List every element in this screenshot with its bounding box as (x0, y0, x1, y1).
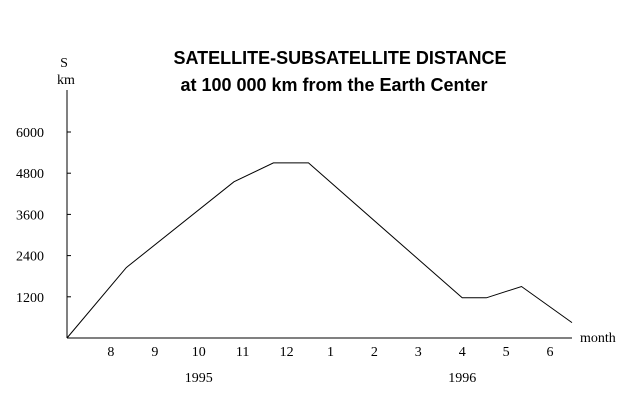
x-tick-label: 8 (107, 345, 114, 360)
y-tick-label: 2400 (16, 250, 44, 265)
x-tick-label: 3 (415, 345, 422, 360)
chart-subtitle: at 100 000 km from the Earth Center (180, 75, 487, 95)
x-tick-label: 12 (280, 345, 294, 360)
distance-line (66, 162, 573, 339)
year-label: 1996 (448, 371, 476, 386)
x-axis-label: month (580, 331, 616, 346)
x-tick-label: 6 (547, 345, 554, 360)
x-tick-label: 9 (151, 345, 158, 360)
x-tick-label: 11 (236, 345, 249, 360)
year-label: 1995 (185, 371, 213, 386)
y-tick-label: 6000 (16, 126, 44, 141)
y-axis-unit: km (57, 73, 75, 88)
series-layer (66, 162, 573, 339)
x-tick-label: 1 (327, 345, 334, 360)
y-tick-label: 1200 (16, 291, 44, 306)
y-tick-label: 3600 (16, 208, 44, 223)
x-tick-label: 10 (192, 345, 206, 360)
y-axis-symbol: S (60, 56, 68, 71)
axes (66, 90, 572, 339)
x-tick-label: 4 (459, 345, 466, 360)
x-tick-label: 5 (503, 345, 510, 360)
x-tick-label: 2 (371, 345, 378, 360)
y-tick-label: 4800 (16, 167, 44, 182)
chart-title: SATELLITE-SUBSATELLITE DISTANCE (174, 48, 507, 68)
